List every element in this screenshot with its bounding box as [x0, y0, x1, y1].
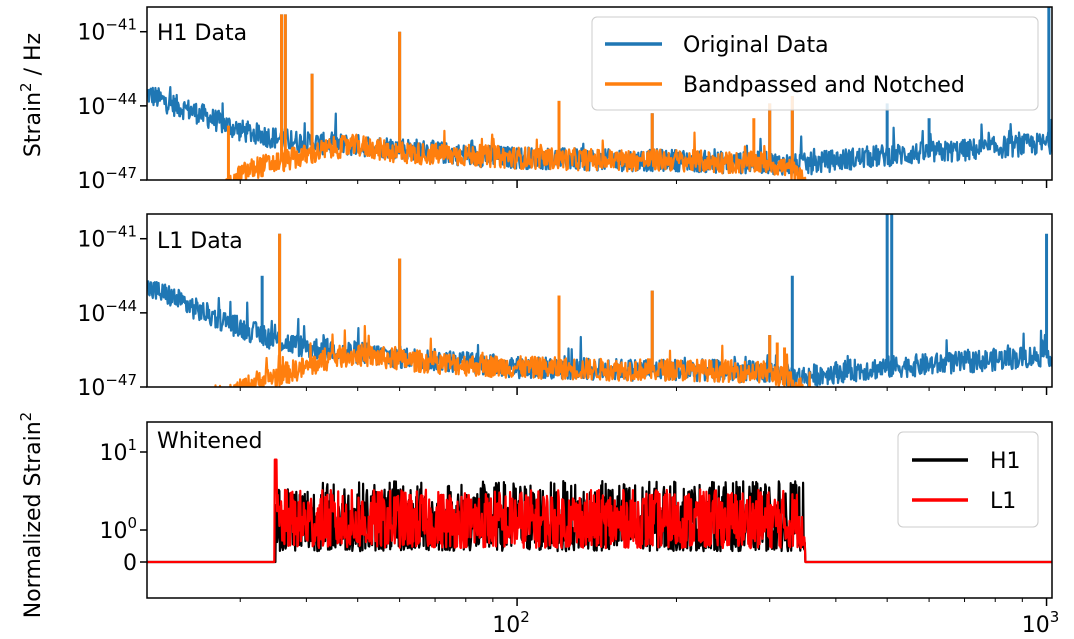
h1-series-group — [147, 7, 1052, 180]
ytick-label: 0 — [123, 551, 137, 576]
legend-top: Original Data Bandpassed and Notched — [591, 16, 1039, 111]
xtick-label: 103 — [1022, 608, 1060, 638]
h1-axes-frame — [146, 6, 1053, 181]
ytick-label: 10−47 — [77, 164, 137, 194]
whitened-yticks: 0 100 101 — [99, 436, 147, 576]
legend-label-l1: L1 — [990, 489, 1016, 514]
legend-bottom: H1 L1 — [897, 431, 1039, 528]
whitened-series-group — [147, 458, 1052, 564]
l1-series-bandpassed — [214, 324, 811, 387]
h1-yticks: 10−47 10−44 10−41 — [77, 16, 147, 194]
top-ylabel: Strain2 / Hz — [17, 33, 46, 157]
whitened-series-l1 — [147, 458, 1052, 564]
ytick-label: 10−44 — [77, 297, 137, 327]
l1-axes-frame — [146, 213, 1053, 388]
legend-label-h1: H1 — [990, 449, 1021, 474]
whitened-xticks: 102 103 — [239, 598, 1060, 638]
xtick-label: 102 — [492, 608, 530, 638]
ytick-label: 10−44 — [77, 90, 137, 120]
l1-series-group — [147, 214, 1052, 387]
h1-xticks — [239, 180, 1048, 188]
legend-label-original: Original Data — [683, 33, 829, 58]
panel-title-whitened: Whitened — [157, 429, 262, 454]
l1-xticks — [239, 387, 1048, 395]
ytick-label: 100 — [99, 514, 137, 544]
whitened-panel: Whitened 0 100 101 102 103 H1 L1 — [99, 421, 1060, 638]
legend-label-bandpassed: Bandpassed and Notched — [683, 73, 965, 98]
panel-title-l1: L1 Data — [157, 229, 243, 254]
h1-panel: H1 Data 10−47 10−44 10−41 Original Data Ba… — [77, 6, 1053, 194]
ytick-label: 10−47 — [77, 371, 137, 401]
bottom-ylabel: Normalized Strain2 — [17, 412, 46, 618]
l1-panel: L1 Data 10−47 10−44 10−41 — [77, 213, 1053, 401]
ytick-label: 10−41 — [77, 223, 137, 253]
l1-series-original — [147, 280, 1052, 387]
panel-title-h1: H1 Data — [157, 21, 247, 46]
whitened-axes-frame — [146, 421, 1053, 599]
h1-series-bandpassed — [225, 129, 807, 180]
ytick-label: 10−41 — [77, 16, 137, 46]
l1-yticks: 10−47 10−44 10−41 — [77, 223, 147, 401]
ytick-label: 101 — [99, 436, 137, 466]
